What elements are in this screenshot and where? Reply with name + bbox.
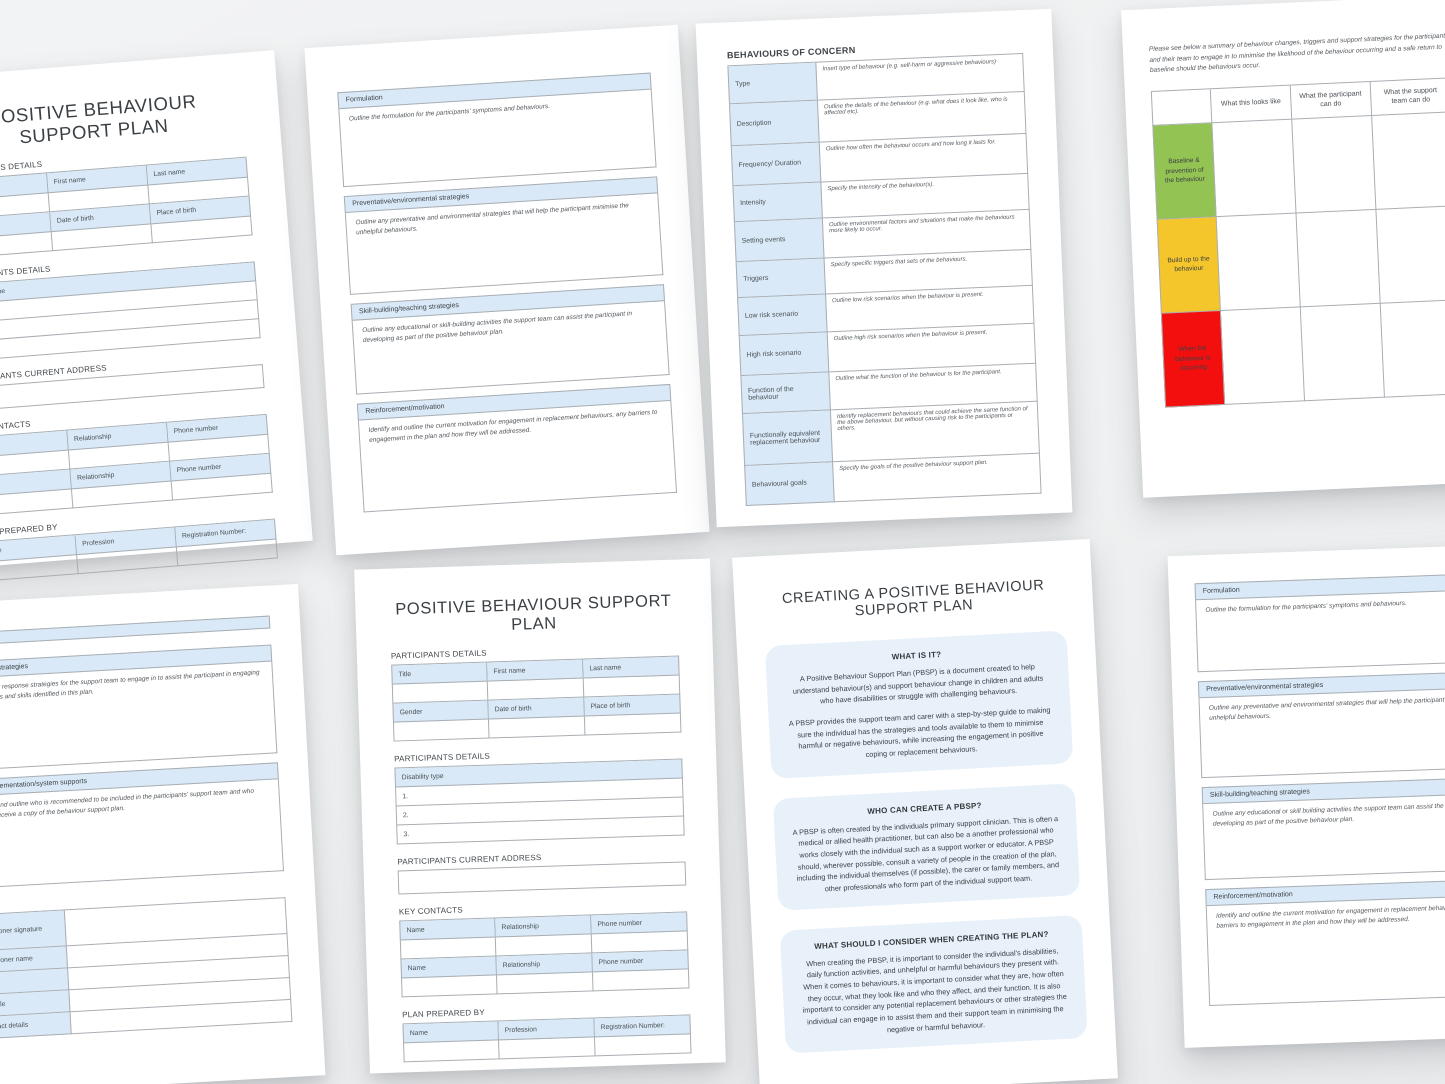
section-instructions: Outline any preventative and environment… [1208,695,1445,723]
column-header-cell: What the support team can do [1370,78,1445,116]
row-label-cell: Behavioural goals [744,462,835,506]
empty-input-cell [1376,205,1445,304]
summary-intro: Please see below a summary of behaviour … [1148,32,1445,75]
section-instructions: Identify and outline the current motivat… [1215,904,1445,931]
row-label-cell: Description [729,100,820,147]
who-can-create-block: WHO CAN CREATE A PBSP? A PBSP is often c… [772,782,1081,911]
section-instructions: Outline the formulation for the particip… [1205,599,1407,614]
section-instructions: Outline any response strategies for the … [0,669,260,703]
what-is-it-block: WHAT IS IT? A Positive Behaviour Support… [764,630,1074,779]
row-label-cell: Practitioner signature [0,910,67,952]
empty-input-cell [499,1037,596,1060]
empty-input-cell [1292,115,1377,214]
occurring-red-cell: When the behaviour is occurring [1160,310,1226,408]
empty-input-cell [1371,111,1445,210]
empty-input-cell [1220,307,1305,405]
buildup-yellow-cell: Build up to the behaviour [1156,216,1221,314]
page-behaviours-of-concern: BEHAVIOURS OF CONCERN Type Insert type o… [695,8,1073,528]
row-instructions-cell: Identify replacement behaviours that cou… [830,401,1040,463]
empty-input-cell [1380,299,1445,398]
row-label-cell: Low risk scenario [737,294,828,337]
empty-corner-cell [1150,88,1213,126]
column-header-cell: What this looks like [1210,85,1293,123]
address-input-box [397,861,687,895]
empty-input-cell [1216,213,1301,311]
partial-section-band [0,615,271,647]
empty-input-cell [594,1034,692,1057]
what-to-consider-block: WHAT SHOULD I CONSIDER WHEN CREATING THE… [779,914,1088,1055]
row-label-cell: Intensity [732,182,823,223]
empty-input-cell [1300,303,1385,401]
empty-input-cell [592,969,690,992]
row-label-cell: Frequency/ Duration [730,142,822,187]
page-title: CREATING A POSITIVE BEHAVIOUR SUPPORT PL… [781,577,1045,620]
baseline-green-cell: Baseline & prevention of the behaviour [1152,122,1217,220]
row-label-cell: Functionally equivalent replacement beha… [741,410,833,467]
page-strategy-sections: Formulation Outline the formulation for … [304,24,710,556]
empty-input-cell [0,489,74,517]
row-label-cell: Triggers [735,258,826,299]
page-behaviour-summary-matrix: Please see below a summary of behaviour … [1121,0,1445,498]
key-contacts-table: Name Relationship Phone number Name Rela… [399,911,690,998]
block-paragraph: A PBSP is often created by the individua… [792,813,1060,894]
empty-input-cell [584,713,682,736]
empty-input-cell [1296,209,1381,308]
empty-input-cell [496,972,594,995]
participants-details-table: Title First name Last name Gender Date o… [0,156,253,259]
row-label-cell: Contact details [0,1012,72,1040]
page-response-and-signoff: Response strategies Outline any response… [0,583,326,1084]
preventative-section: Preventative/environmental strategies Ou… [1197,670,1445,779]
disability-type-table: Disability type 1. 2. 3. [394,758,685,845]
behaviours-table: Type Insert type of behaviour (e.g. self… [727,52,1042,506]
page-support-plan-details-large: POSITIVE BEHAVIOUR SUPPORT PLAN PARTICIP… [0,50,313,582]
column-header-cell: What the participant can do [1290,81,1372,120]
page-title: POSITIVE BEHAVIOUR SUPPORT PLAN [395,591,672,634]
page-creating-a-pbsp-info: CREATING A POSITIVE BEHAVIOUR SUPPORT PL… [732,539,1118,1084]
response-strategies-section: Response strategies Outline any response… [0,644,278,771]
disability-type-table: Disability type 1. 2. 3. [0,261,261,362]
empty-input-cell [403,1040,500,1063]
empty-input-cell [488,716,586,739]
row-label-cell: Function of the behaviour [740,372,831,415]
practitioner-signoff-table: Practitioner signature Practitioner name… [0,897,293,1040]
participants-details-table: Title First name Last name Gender Date o… [391,655,682,742]
row-instructions-cell: Specify the goals of the positive behavi… [832,453,1042,503]
section-instructions: Outline any educational or skill buildin… [1212,801,1445,829]
page-strategy-sections-2: Formulation Outline the formulation for … [1167,544,1445,1048]
reinforcement-section: Reinforcement/motivation Identify and ou… [356,383,678,513]
formulation-section: Formulation Outline the formulation for … [1194,572,1445,673]
empty-input-cell [1212,119,1297,217]
block-paragraph: A Positive Behaviour Support Plan (PBSP)… [792,662,1044,706]
plan-prepared-by-table: Name Profession Registration Number: [402,1014,692,1063]
block-paragraph: A PBSP provides the support team and car… [788,705,1051,760]
skill-building-section: Skill-building/teaching strategies Outli… [1201,776,1445,881]
reinforcement-section: Reinforcement/motivation Identify and ou… [1205,878,1445,1007]
empty-input-cell [392,719,490,742]
block-paragraph: When creating the PBSP, it is important … [802,945,1068,1035]
summary-table: What this looks like What the participan… [1150,77,1445,408]
skill-building-section: Skill-building/teaching strategies Outli… [350,284,670,395]
empty-input-cell [401,975,498,998]
plan-implementation-section: Plan implementation/system supports Iden… [0,762,284,889]
empty-input-cell [0,232,54,259]
row-label-cell: Setting events [733,218,825,263]
formulation-section: Formulation Outline the formulation for … [337,72,657,188]
preventative-section: Preventative/environmental strategies Ou… [343,176,664,295]
page-title: POSITIVE BEHAVIOUR SUPPORT PLAN [0,90,198,148]
page-support-plan-details: POSITIVE BEHAVIOUR SUPPORT PLAN PARTICIP… [354,558,726,1074]
row-label-cell: Type [727,62,818,105]
key-contacts-table: Name Relationship Phone number Name Rela… [0,413,273,517]
row-label-cell: High risk scenario [738,332,830,377]
